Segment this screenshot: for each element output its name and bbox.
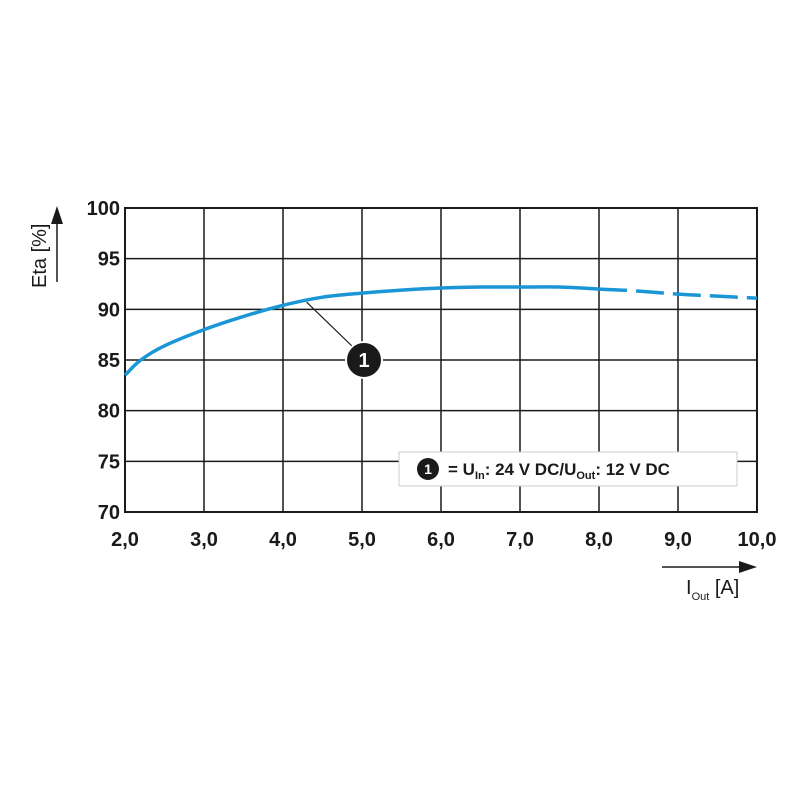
- x-axis-title: IOut [A]: [686, 577, 739, 603]
- legend-box: [398, 451, 738, 487]
- legend-uin-sub: In: [475, 470, 485, 482]
- annotation-leader-line: [306, 301, 355, 349]
- plot-frame: [124, 207, 758, 513]
- x-axis-title-group: IOut [A]: [662, 561, 757, 603]
- x-tick-label: 6,0: [427, 529, 455, 551]
- x-axis-title-sub: Out: [692, 591, 710, 603]
- x-tick-labels: 2,0 3,0 4,0 5,0 6,0 7,0 8,0 9,0 10,0: [111, 529, 776, 551]
- legend-text: = UIn: 24 V DC/UOut: 12 V DC: [448, 460, 670, 482]
- y-tick-label: 80: [98, 401, 120, 423]
- y-tick-label: 75: [98, 451, 120, 473]
- x-tick-label: 8,0: [585, 529, 613, 551]
- series-line-dashed: [598, 287, 758, 300]
- x-axis-arrow-head: [739, 561, 757, 573]
- y-axis-title: Eta [%]: [29, 224, 51, 288]
- series-line-solid: [123, 285, 600, 377]
- x-axis-title-unit: [A]: [709, 577, 739, 599]
- x-tick-label: 3,0: [190, 529, 218, 551]
- series-lines: [123, 285, 758, 377]
- x-axis-title-main: I: [686, 577, 692, 599]
- legend-uout-sub: Out: [576, 470, 595, 482]
- y-axis-arrow-head: [51, 206, 63, 224]
- legend-uout-main: U: [564, 460, 576, 479]
- y-tick-label: 100: [87, 198, 120, 220]
- x-tick-label: 4,0: [269, 529, 297, 551]
- x-tick-label: 5,0: [348, 529, 376, 551]
- legend: 1 = UIn: 24 V DC/UOut: 12 V DC: [398, 451, 738, 487]
- legend-marker-label: 1: [424, 461, 432, 477]
- x-tick-label: 2,0: [111, 529, 139, 551]
- legend-uin-main: U: [463, 460, 475, 479]
- curve-annotation: 1: [306, 301, 383, 379]
- legend-uout-value: : 12 V DC: [595, 460, 670, 479]
- y-tick-label: 95: [98, 249, 120, 271]
- y-axis-title-group: Eta [%]: [29, 206, 63, 288]
- x-tick-label: 10,0: [738, 529, 777, 551]
- legend-eq: =: [448, 460, 463, 479]
- y-tick-labels: 70 75 80 85 90 95 100: [87, 198, 120, 524]
- y-tick-label: 70: [98, 502, 120, 524]
- y-tick-label: 85: [98, 350, 120, 372]
- annotation-marker: [345, 341, 383, 379]
- annotation-marker-label: 1: [358, 350, 369, 372]
- legend-marker: [417, 458, 439, 480]
- x-tick-label: 7,0: [506, 529, 534, 551]
- legend-uin-value: : 24 V DC/: [485, 460, 565, 479]
- y-tick-label: 90: [98, 299, 120, 321]
- x-tick-label: 9,0: [664, 529, 692, 551]
